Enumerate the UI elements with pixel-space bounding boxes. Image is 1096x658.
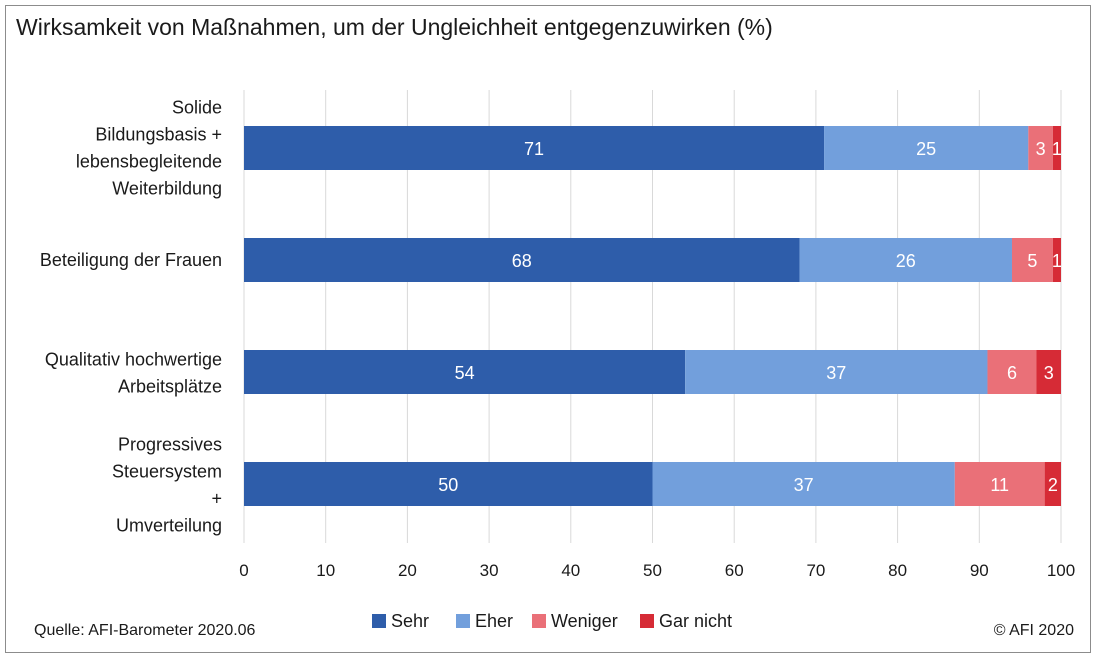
bar-segment-eher — [652, 462, 955, 506]
data-label: 37 — [826, 363, 846, 383]
x-tick-label: 40 — [561, 561, 580, 580]
data-label: 3 — [1044, 363, 1054, 383]
x-tick-label: 60 — [725, 561, 744, 580]
data-label: 26 — [896, 251, 916, 271]
x-tick-label: 10 — [316, 561, 335, 580]
bars — [244, 126, 1061, 506]
data-label: 25 — [916, 139, 936, 159]
data-label: 54 — [455, 363, 475, 383]
bar-segment-gar-nicht — [1052, 238, 1061, 282]
data-label: 11 — [990, 475, 1009, 495]
chart-title: Wirksamkeit von Maßnahmen, um der Unglei… — [16, 14, 773, 40]
data-label: 3 — [1036, 139, 1046, 159]
bar-segment-sehr — [244, 462, 653, 506]
x-tick-label: 0 — [239, 561, 248, 580]
chart-frame — [5, 5, 1091, 653]
data-label: 2 — [1048, 475, 1058, 495]
bar-segment-weniger — [954, 462, 1045, 506]
data-label: 6 — [1007, 363, 1017, 383]
data-label: 5 — [1027, 251, 1037, 271]
x-tick-label: 90 — [970, 561, 989, 580]
bar-segment-weniger — [987, 350, 1037, 394]
copyright-note: © AFI 2020 — [993, 622, 1074, 639]
x-tick-label: 30 — [480, 561, 499, 580]
bar-segment-sehr — [244, 126, 825, 170]
x-tick-label: 20 — [398, 561, 417, 580]
legend-label: Sehr — [391, 611, 429, 631]
bar-segment-weniger — [1011, 238, 1053, 282]
data-labels: 71 25 3 168 26 5 154 37 6 350 37 11 2 — [438, 139, 1062, 495]
legend: Sehr Eher Weniger Gar nicht — [372, 611, 732, 631]
data-label: 68 — [512, 251, 532, 271]
legend-swatch — [532, 614, 546, 628]
x-tick-label: 70 — [806, 561, 825, 580]
legend-swatch — [640, 614, 654, 628]
bar-segment-sehr — [244, 238, 800, 282]
category-label: Beteiligung der Frauen — [40, 250, 222, 270]
legend-label: Weniger — [551, 611, 618, 631]
data-label: 50 — [438, 475, 458, 495]
bar-segment-eher — [824, 126, 1029, 170]
legend-swatch — [456, 614, 470, 628]
bar-segment-eher — [685, 350, 988, 394]
bar-segment-sehr — [244, 350, 686, 394]
bar-segment-eher — [799, 238, 1012, 282]
bar-segment-gar-nicht — [1044, 462, 1061, 506]
source-note: Quelle: AFI-Barometer 2020.06 — [34, 622, 256, 639]
legend-label: Eher — [475, 611, 513, 631]
data-label: 1 — [1052, 251, 1062, 271]
legend-label: Gar nicht — [659, 611, 732, 631]
bar-segment-weniger — [1028, 126, 1053, 170]
bar-segment-gar-nicht — [1052, 126, 1061, 170]
legend-swatch — [372, 614, 386, 628]
x-tick-label: 50 — [643, 561, 662, 580]
x-axis-ticks: 0 10 20 30 40 50 60 70 80 90 100 — [239, 561, 1075, 580]
data-label: 37 — [794, 475, 814, 495]
x-tick-label: 80 — [888, 561, 907, 580]
category-label: Solide Bildungsbasis + lebensbegleitende We… — [76, 98, 222, 199]
data-label: 71 — [524, 139, 544, 159]
bar-segment-gar-nicht — [1036, 350, 1061, 394]
category-label: Progressives Steuersystem + Umverteilung — [112, 435, 222, 536]
category-labels: Solide Bildungsbasis + lebensbegleitende We… — [40, 98, 222, 536]
category-label: Qualitativ hochwertige Arbeitsplätze — [45, 350, 222, 397]
x-tick-label: 100 — [1047, 561, 1075, 580]
data-label: 1 — [1052, 139, 1062, 159]
